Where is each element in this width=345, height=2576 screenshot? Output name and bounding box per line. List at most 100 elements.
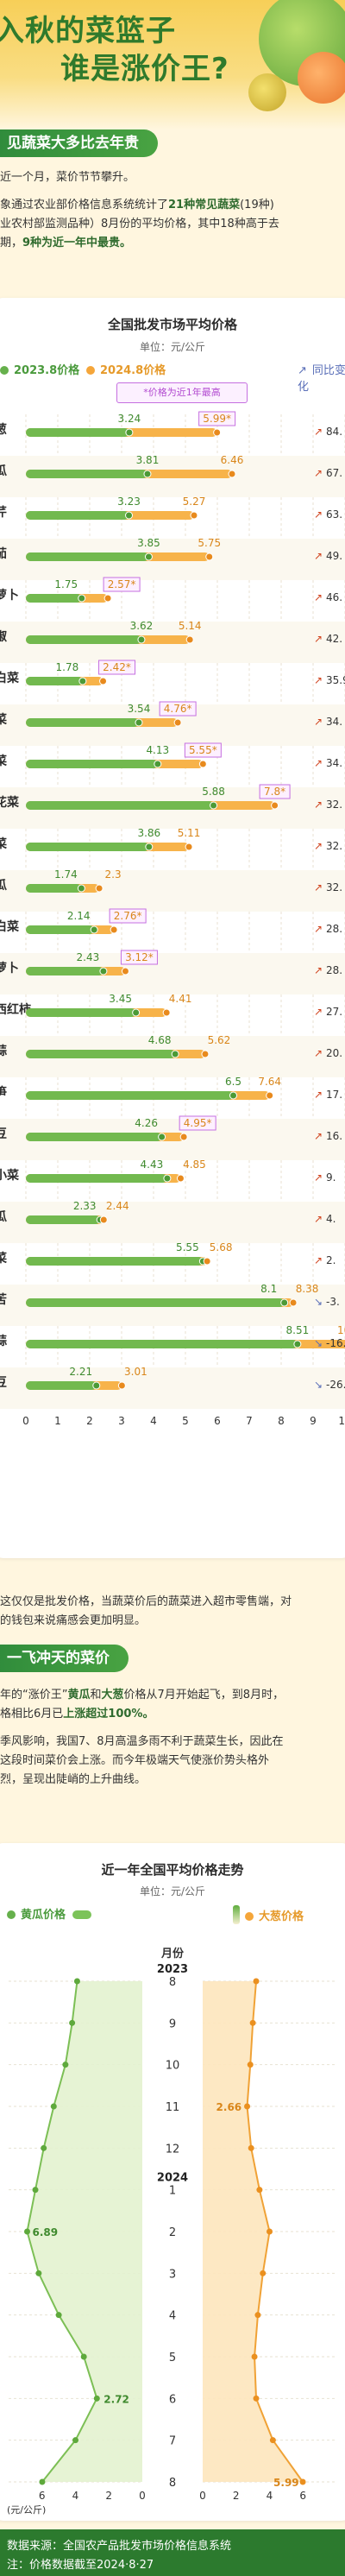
- yoy-arrow-icon: ↗: [314, 757, 323, 769]
- cucumber-icon: [72, 1910, 92, 1919]
- yoy-arrow-icon: ↗: [314, 964, 323, 976]
- label-2024: 5.55*: [189, 744, 217, 756]
- point-2024: [185, 635, 194, 644]
- section-1-tag-text: 见蔬菜大多比去年贵: [7, 135, 139, 152]
- point-2023: [77, 884, 85, 893]
- yoy-label: -16.: [326, 1337, 345, 1349]
- yoy-arrow-icon: ↗: [314, 467, 323, 479]
- point-2023: [99, 967, 108, 975]
- intro-text-c: (19种): [240, 199, 274, 212]
- x-tick-label: 10: [338, 1415, 345, 1427]
- category-label: 瓜: [0, 464, 7, 478]
- yoy-label: 67.: [326, 467, 342, 479]
- center-axis-label: 月份: [160, 1947, 185, 1960]
- retail-note-line-1: 这仅仅是批发价格，当蔬菜价后的蔬菜进入超市零售端，对: [0, 1595, 292, 1608]
- legend-scallion-label: 大葱价格: [259, 1910, 304, 1923]
- legend-yoy: ↗ 同比变化: [298, 361, 345, 394]
- bar-2023: [26, 801, 214, 810]
- bar-2023: [26, 677, 83, 685]
- label-2024: 5.27: [183, 496, 206, 508]
- category-label: 菜: [0, 837, 8, 851]
- yoy-label: 63.: [326, 508, 342, 521]
- bar-2023: [26, 511, 129, 520]
- yoy-arrow-icon: ↗: [314, 633, 323, 645]
- s2-p2-line-1: 季风影响，我国7、8月高温多雨不利于蔬菜生长，因此在: [0, 1735, 284, 1748]
- right-axis-tick: 6: [299, 2490, 306, 2502]
- scallion-point: [248, 2144, 254, 2151]
- point-2023: [137, 635, 146, 644]
- title-line-1: 入秋的菜篮子: [0, 14, 176, 48]
- annual-high-box: [179, 1115, 216, 1131]
- line-chart-plot: 月份2023202489101112123456786.892.722.665.…: [7, 1947, 336, 2516]
- yoy-label: 4.: [326, 1213, 336, 1225]
- bar-chart-card: 全国批发市场平均价格 单位：元/公斤 2023.8价格 2024.8价格 ↗ 同比…: [0, 298, 345, 1558]
- s2-p2-line-3: 烈，呈现出陡峭的上升曲线。: [0, 1773, 147, 1786]
- bar-chart-plot: 012345678910葱3.245.99*↗84.瓜3.816.46↗67.芹…: [0, 411, 345, 1427]
- yoy-arrow-icon: ↗: [314, 1089, 323, 1101]
- point-2023: [144, 552, 153, 561]
- label-2023: 3.81: [136, 454, 160, 466]
- footer-source: 数据来源：全国农产品批发市场价格信息系统: [7, 2540, 232, 2553]
- scallion-point: [244, 2103, 251, 2110]
- section-2-p1b: 格相比6月已上涨超过100%。: [0, 1705, 343, 1724]
- scallion-icon: [233, 1905, 240, 1924]
- intro-text-e: 期，: [0, 237, 23, 249]
- bar-2023: [26, 967, 104, 975]
- label-2023: 5.88: [202, 786, 225, 798]
- retail-note-line-2: 的钱包来说痛感会更加明显。: [0, 1614, 147, 1627]
- year-label: 2023: [157, 1963, 188, 1976]
- left-axis-tick: 0: [139, 2490, 146, 2502]
- cucumber-point: [69, 2019, 76, 2026]
- bar-2023: [26, 635, 141, 644]
- yoy-label: 20.: [326, 1047, 342, 1059]
- label-2024: 5.11: [178, 827, 201, 839]
- bar-2023: [26, 428, 129, 437]
- yoy-label: 34.: [326, 716, 342, 728]
- x-tick-label: 5: [182, 1415, 189, 1427]
- legend-yoy-label: 同比变化: [298, 364, 345, 394]
- intro-text-a: 象通过农业部价格信息系统统计了: [0, 199, 169, 212]
- cucumber-point: [93, 2395, 100, 2402]
- cucumber-point: [24, 2228, 31, 2235]
- bar-2023: [26, 718, 139, 727]
- point-2024: [201, 1050, 210, 1058]
- intro-highlight-b: 21种常见蔬菜: [168, 199, 241, 212]
- category-label: 瓜: [0, 1210, 7, 1224]
- yoy-label: 35.9: [326, 674, 345, 686]
- footer-note: 注：价格数据截至2024·8·27: [7, 2559, 154, 2572]
- bar-2023: [26, 1340, 298, 1348]
- label-2024: 2.76*: [114, 910, 142, 922]
- label-2023: 1.75: [54, 578, 78, 590]
- cucumber-point: [73, 1978, 80, 1985]
- section-1-intro: 近一个月，菜价节节攀升。 象通过农业部价格信息系统统计了21种常见蔬菜(19种)…: [0, 168, 343, 253]
- annual-high-box: [259, 784, 291, 799]
- category-label: 葱: [0, 422, 7, 437]
- intro-text-d: 业农村部监测品种）8月份的平均价格，其中18种高于去: [0, 218, 279, 230]
- scallion-point: [254, 2312, 261, 2319]
- label-2024: 7.8*: [264, 786, 285, 798]
- label-2024: 2.44: [106, 1200, 129, 1212]
- point-2023: [78, 594, 86, 603]
- label-2023: 5.55: [176, 1241, 199, 1253]
- label-2023: 8.1: [260, 1283, 277, 1295]
- yoy-arrow-icon: ↘: [314, 1337, 323, 1349]
- category-label: 萝卜: [0, 961, 19, 975]
- label-2023: 3.23: [117, 496, 141, 508]
- point-2023: [90, 925, 98, 934]
- category-label: 瓜: [0, 879, 7, 893]
- point-2023: [92, 1381, 101, 1390]
- page-title: 入秋的菜篮子 谁是涨价王?: [0, 0, 259, 129]
- month-label: 4: [169, 2310, 176, 2323]
- section-2-tag: 一飞冲天的菜价: [0, 1645, 129, 1672]
- category-label: 茄: [0, 546, 7, 561]
- label-2024: 4.41: [169, 993, 192, 1005]
- label-2023: 4.26: [135, 1117, 158, 1129]
- section-2-tag-text: 一飞冲天的菜价: [7, 1650, 110, 1667]
- label-2023: 4.13: [146, 744, 169, 756]
- legend-2023-swatch: [0, 366, 9, 375]
- yoy-arrow-icon: ↗: [314, 923, 323, 935]
- label-2024: 10.22: [337, 1324, 345, 1336]
- scallion-point: [260, 2270, 267, 2276]
- point-2024: [179, 1133, 188, 1141]
- bar-2023: [26, 1381, 97, 1390]
